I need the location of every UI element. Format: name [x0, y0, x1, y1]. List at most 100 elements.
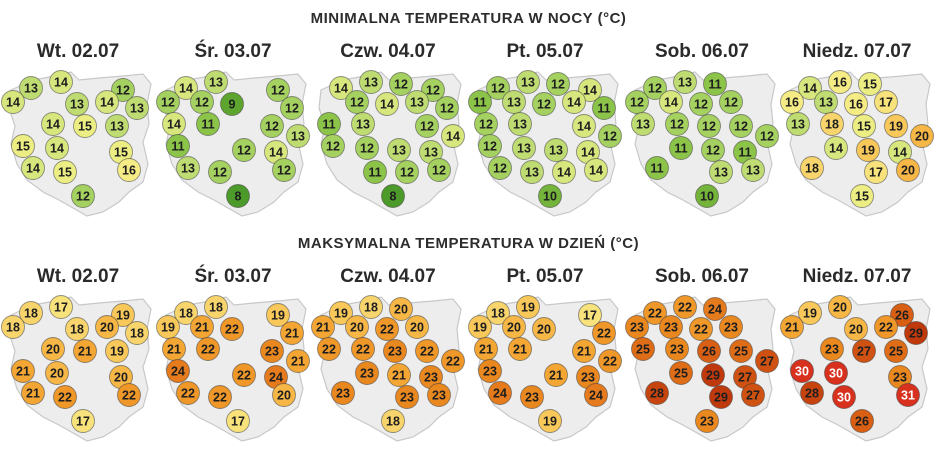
- temperature-bubble: 22: [375, 317, 399, 341]
- temperature-bubble-circle: [427, 383, 451, 407]
- temperature-value: 11: [171, 140, 184, 154]
- temperature-bubble-circle: [280, 96, 304, 120]
- temperature-value: 11: [708, 78, 721, 92]
- temperature-value: 24: [269, 371, 283, 385]
- temperature-bubble-circle: [584, 158, 608, 182]
- temperature-value: 11: [322, 118, 335, 132]
- temperature-bubble: 12: [389, 72, 413, 96]
- temperature-value: 30: [795, 365, 809, 379]
- temperature-bubble: 13: [814, 90, 838, 114]
- temperature-bubble: 21: [474, 337, 498, 361]
- temperature-bubble: 14: [572, 114, 596, 138]
- temperature-bubble-circle: [520, 160, 544, 184]
- temperature-bubble-circle: [226, 184, 250, 208]
- temperature-bubble-circle: [701, 363, 725, 387]
- temperature-value: 12: [326, 140, 340, 154]
- temperature-bubble: 12: [729, 114, 753, 138]
- temperature-bubble-circle: [544, 363, 568, 387]
- temperature-value: 14: [581, 146, 595, 160]
- temperature-value: 13: [392, 144, 406, 158]
- temperature-bubble-circle: [665, 112, 689, 136]
- temperature-bubble: 23: [478, 359, 502, 383]
- temperature-bubble-circle: [21, 381, 45, 405]
- temperature-bubble-circle: [272, 383, 296, 407]
- temperature-value: 20: [410, 321, 424, 335]
- temperature-bubble-circle: [176, 381, 200, 405]
- temperature-bubble-circle: [741, 383, 765, 407]
- temperature-bubble-circle: [355, 361, 379, 385]
- temperature-bubble: 19: [468, 315, 492, 339]
- temperature-bubble: 13: [741, 158, 765, 182]
- temperature-bubble: 13: [105, 114, 129, 138]
- temperature-bubble: 15: [858, 72, 882, 96]
- temperature-bubble-circle: [532, 317, 556, 341]
- temperature-bubble: 14: [576, 140, 600, 164]
- temperature-bubble: 29: [904, 321, 928, 345]
- temperature-bubble-circle: [786, 112, 810, 136]
- temperature-bubble: 9: [220, 92, 244, 116]
- temperature-bubble: 18: [174, 301, 198, 325]
- temperature-value: 18: [130, 327, 144, 341]
- temperature-bubble: 13: [387, 138, 411, 162]
- temperature-value: 22: [213, 391, 227, 405]
- temperature-value: 13: [521, 76, 535, 90]
- temperature-bubble-circle: [176, 156, 200, 180]
- temperature-bubble: 22: [196, 337, 220, 361]
- temperature-bubble-circle: [226, 409, 250, 433]
- temperature-bubble-circle: [71, 409, 95, 433]
- temperature-bubble-circle: [703, 297, 727, 321]
- temperature-bubble: 21: [73, 339, 97, 363]
- temperature-bubble-circle: [850, 184, 874, 208]
- temperature-bubble-circle: [884, 114, 908, 138]
- temperature-bubble: 27: [733, 365, 757, 389]
- temperature-bubble: 26: [890, 303, 914, 327]
- temperature-bubble-circle: [884, 339, 908, 363]
- temperature-bubble-circle: [95, 90, 119, 114]
- temperature-value: 16: [833, 76, 847, 90]
- temperature-value: 12: [426, 84, 440, 98]
- temperature-bubble: 12: [345, 90, 369, 114]
- temperature-value: 21: [167, 343, 181, 357]
- temperature-bubble-circle: [21, 156, 45, 180]
- temperature-bubble-circle: [468, 90, 492, 114]
- temperature-bubble-circle: [405, 90, 429, 114]
- temperature-value: 22: [356, 343, 370, 357]
- temperature-value: 12: [265, 120, 279, 134]
- temperature-value: 14: [829, 142, 843, 156]
- max-day-label: Niedz. 07.07: [802, 266, 912, 287]
- temperature-bubble: 12: [546, 72, 570, 96]
- temperature-value: 18: [70, 323, 84, 337]
- temperature-bubble-circle: [508, 337, 532, 361]
- temperature-value: 20: [537, 323, 551, 337]
- temperature-bubble: 14: [162, 112, 186, 136]
- temperature-value: 12: [694, 98, 708, 112]
- temperature-bubble: 12: [156, 90, 180, 114]
- temperature-bubble-circle: [598, 349, 622, 373]
- temperature-value: 13: [130, 102, 144, 116]
- temperature-value: 12: [479, 118, 493, 132]
- temperature-value: 30: [837, 391, 851, 405]
- temperature-value: 14: [50, 142, 64, 156]
- temperature-value: 8: [390, 190, 397, 204]
- temperature-bubble-circle: [890, 303, 914, 327]
- temperature-bubble-circle: [844, 92, 868, 116]
- temperature-value: 11: [674, 142, 687, 156]
- temperature-value: 20: [901, 164, 915, 178]
- temperature-bubble: 22: [220, 317, 244, 341]
- temperature-bubble-circle: [820, 337, 844, 361]
- temperature-bubble: 18: [820, 112, 844, 136]
- temperature-value: 12: [420, 120, 434, 134]
- temperature-bubble-circle: [659, 315, 683, 339]
- temperature-value: 11: [368, 166, 381, 180]
- temperature-bubble: 21: [280, 321, 304, 345]
- temperature-bubble: 12: [665, 112, 689, 136]
- temperature-value: 28: [805, 387, 819, 401]
- temperature-value: 13: [424, 146, 438, 160]
- temperature-bubble-circle: [572, 114, 596, 138]
- temperature-bubble: 21: [162, 337, 186, 361]
- temperature-value: 15: [857, 120, 871, 134]
- temperature-bubble: 14: [264, 140, 288, 164]
- temperature-bubble-circle: [375, 317, 399, 341]
- temperature-value: 29: [714, 391, 728, 405]
